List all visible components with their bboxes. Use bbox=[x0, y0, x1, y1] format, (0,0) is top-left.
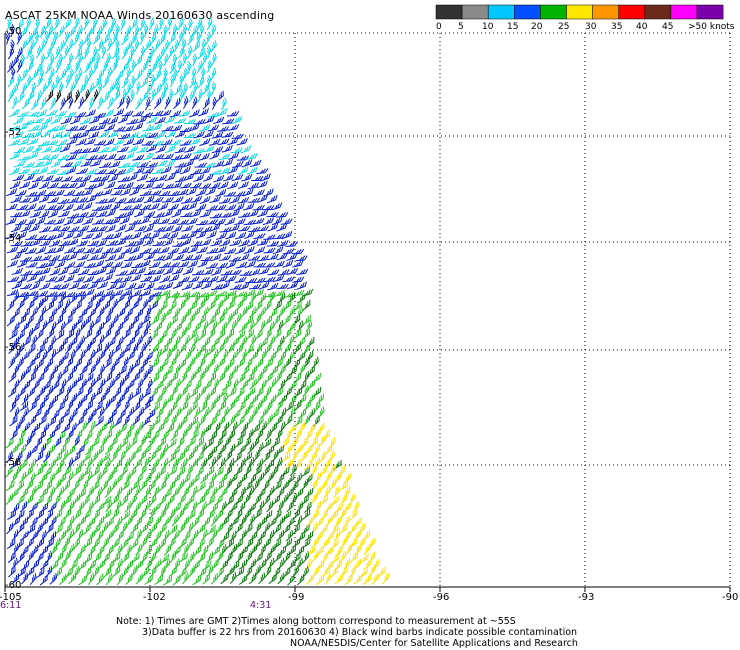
lat-label-50: -50 bbox=[5, 26, 22, 37]
legend-label-2: 10 bbox=[482, 22, 494, 32]
lat-label-56: -56 bbox=[5, 342, 22, 353]
legend-swatch-1 bbox=[461, 4, 489, 20]
note-line-3: NOAA/NESDIS/Center for Satellite Applica… bbox=[290, 638, 578, 649]
time-label-west: 6:11 bbox=[0, 600, 22, 611]
lat-lon-grid bbox=[4, 32, 731, 592]
legend-label-6: 30 bbox=[585, 22, 597, 32]
legend-swatch-6 bbox=[592, 4, 619, 20]
note-line-2: 3)Data buffer is 22 hrs from 20160630 4)… bbox=[142, 627, 578, 638]
lon-label-93: -93 bbox=[578, 592, 595, 603]
legend-label-10: >50 knots bbox=[688, 22, 735, 32]
legend-swatch-7 bbox=[618, 4, 646, 20]
lon-label-105: -105 bbox=[0, 592, 22, 603]
legend-swatch-3 bbox=[514, 4, 541, 20]
legend-swatch-5 bbox=[566, 4, 593, 20]
legend-swatch-10 bbox=[696, 4, 724, 20]
legend-label-4: 20 bbox=[531, 22, 543, 32]
lon-label-102: -102 bbox=[143, 592, 166, 603]
legend-label-7: 35 bbox=[611, 22, 623, 32]
note-line-1: Note: 1) Times are GMT 2)Times along bot… bbox=[116, 616, 516, 627]
lat-label-52: -52 bbox=[5, 127, 22, 138]
wind-barbs bbox=[5, 17, 390, 586]
time-label-east: 4:31 bbox=[250, 600, 272, 611]
legend-swatch-8 bbox=[644, 4, 672, 20]
legend-label-1: 5 bbox=[458, 22, 464, 32]
lat-label-58: -58 bbox=[5, 457, 22, 468]
lon-label-90: -90 bbox=[722, 592, 739, 603]
legend-label-0: 0 bbox=[436, 22, 442, 32]
map-title: ASCAT 25KM NOAA Winds 20160630 ascending bbox=[5, 9, 275, 22]
legend-label-8: 40 bbox=[636, 22, 648, 32]
map-frame bbox=[4, 33, 730, 588]
legend-swatch-4 bbox=[540, 4, 567, 20]
legend-label-9: 45 bbox=[662, 22, 674, 32]
legend-swatch-2 bbox=[487, 4, 515, 20]
legend-label-5: 25 bbox=[558, 22, 570, 32]
lat-label-54: -54 bbox=[5, 233, 22, 244]
legend-label-3: 15 bbox=[507, 22, 519, 32]
legend-swatch-9 bbox=[670, 4, 698, 20]
lat-label-60: -60 bbox=[5, 580, 22, 591]
wind-speed-legend bbox=[435, 4, 724, 20]
legend-swatch-0 bbox=[435, 4, 463, 20]
lon-label-96: -96 bbox=[433, 592, 450, 603]
lon-label-99: -99 bbox=[288, 592, 305, 603]
